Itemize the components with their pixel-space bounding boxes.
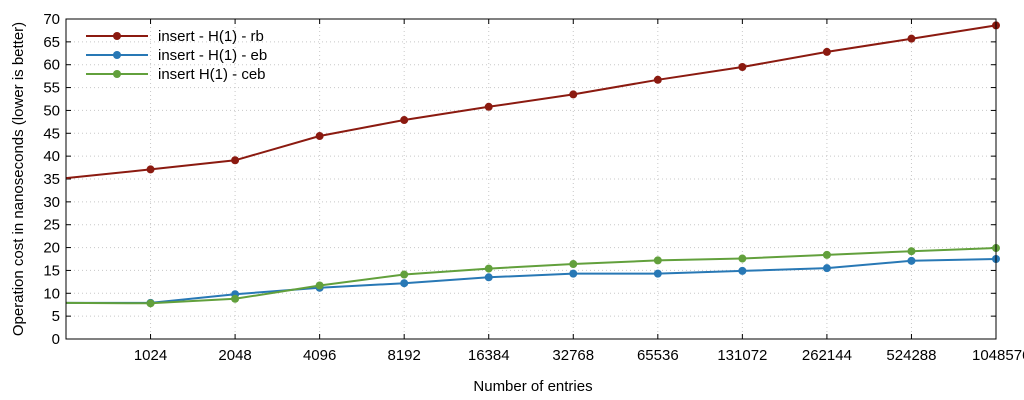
data-point	[822, 250, 831, 259]
data-point	[146, 165, 155, 174]
y-tick-label: 65	[43, 34, 60, 51]
data-point	[146, 299, 155, 308]
legend-swatch-marker	[113, 51, 121, 59]
x-tick-label: 1048576	[972, 347, 1024, 364]
x-tick-label: 32768	[552, 347, 594, 364]
x-tick-label: 16384	[468, 347, 510, 364]
data-point	[569, 90, 578, 99]
data-point	[315, 132, 324, 141]
data-point	[569, 269, 578, 278]
data-point	[907, 256, 916, 265]
data-point	[400, 279, 409, 288]
data-point	[400, 270, 409, 279]
x-axis-title: Number of entries	[473, 378, 592, 395]
y-tick-label: 45	[43, 125, 60, 142]
data-point	[231, 294, 240, 303]
grid-layer	[66, 19, 996, 339]
legend-entry-0: insert - H(1) - rb	[86, 28, 264, 45]
series-0	[65, 21, 1000, 180]
y-tick-label: 5	[52, 308, 60, 325]
legend-label: insert - H(1) - rb	[158, 28, 264, 45]
y-tick-label: 0	[52, 331, 60, 348]
legend-swatch-marker	[113, 32, 121, 40]
y-tick-label: 10	[43, 285, 60, 302]
plot-frame	[65, 18, 997, 340]
y-tick-label: 30	[43, 194, 60, 211]
legend-entry-1: insert - H(1) - eb	[86, 47, 267, 64]
data-point	[569, 260, 578, 269]
x-tick-label: 131072	[717, 347, 767, 364]
data-point	[231, 156, 240, 165]
y-axis-title: Operation cost in nanoseconds (lower is …	[10, 22, 27, 336]
x-tick-label: 524288	[886, 347, 936, 364]
y-tick-label: 20	[43, 240, 60, 257]
data-point	[738, 254, 747, 263]
y-tick-label: 50	[43, 102, 60, 119]
legend-label: insert - H(1) - eb	[158, 47, 267, 64]
x-tick-label: 4096	[303, 347, 336, 364]
y-tick-label: 25	[43, 217, 60, 234]
series-1	[66, 255, 1000, 307]
x-axis: 1024 2048 4096 8192 16384 32768 65536 131072 262…	[134, 19, 1024, 364]
y-tick-label: 70	[43, 11, 60, 28]
legend: insert - H(1) - rb insert - H(1) - eb inse…	[86, 28, 267, 83]
series-line	[65, 24, 997, 180]
x-tick-label: 262144	[802, 347, 852, 364]
series-line	[65, 247, 997, 305]
data-point	[653, 269, 662, 278]
data-point	[315, 281, 324, 290]
data-point	[822, 264, 831, 273]
legend-label: insert H(1) - ceb	[158, 66, 266, 83]
data-point	[738, 266, 747, 275]
data-point	[484, 273, 493, 282]
data-point	[484, 102, 493, 111]
x-tick-label: 65536	[637, 347, 679, 364]
y-tick-label: 15	[43, 262, 60, 279]
y-tick-label: 40	[43, 148, 60, 165]
y-axis: 0 5 10 15 20 25 30 35 40 45 50 55 60 65 70	[43, 11, 996, 348]
data-point	[738, 63, 747, 71]
data-point	[907, 34, 916, 43]
y-tick-label: 55	[43, 80, 60, 97]
data-point	[400, 116, 409, 125]
legend-swatch-marker	[113, 70, 121, 78]
series-line	[66, 258, 997, 304]
data-point	[484, 264, 493, 273]
legend-entry-2: insert H(1) - ceb	[86, 66, 266, 83]
data-point	[907, 247, 916, 256]
data-point	[653, 256, 662, 265]
x-tick-label: 1024	[134, 347, 167, 364]
y-tick-label: 35	[43, 171, 60, 188]
x-tick-label: 2048	[218, 347, 251, 364]
x-tick-label: 8192	[387, 347, 420, 364]
data-point	[653, 75, 662, 84]
data-point	[822, 47, 831, 56]
y-tick-label: 60	[43, 57, 60, 74]
